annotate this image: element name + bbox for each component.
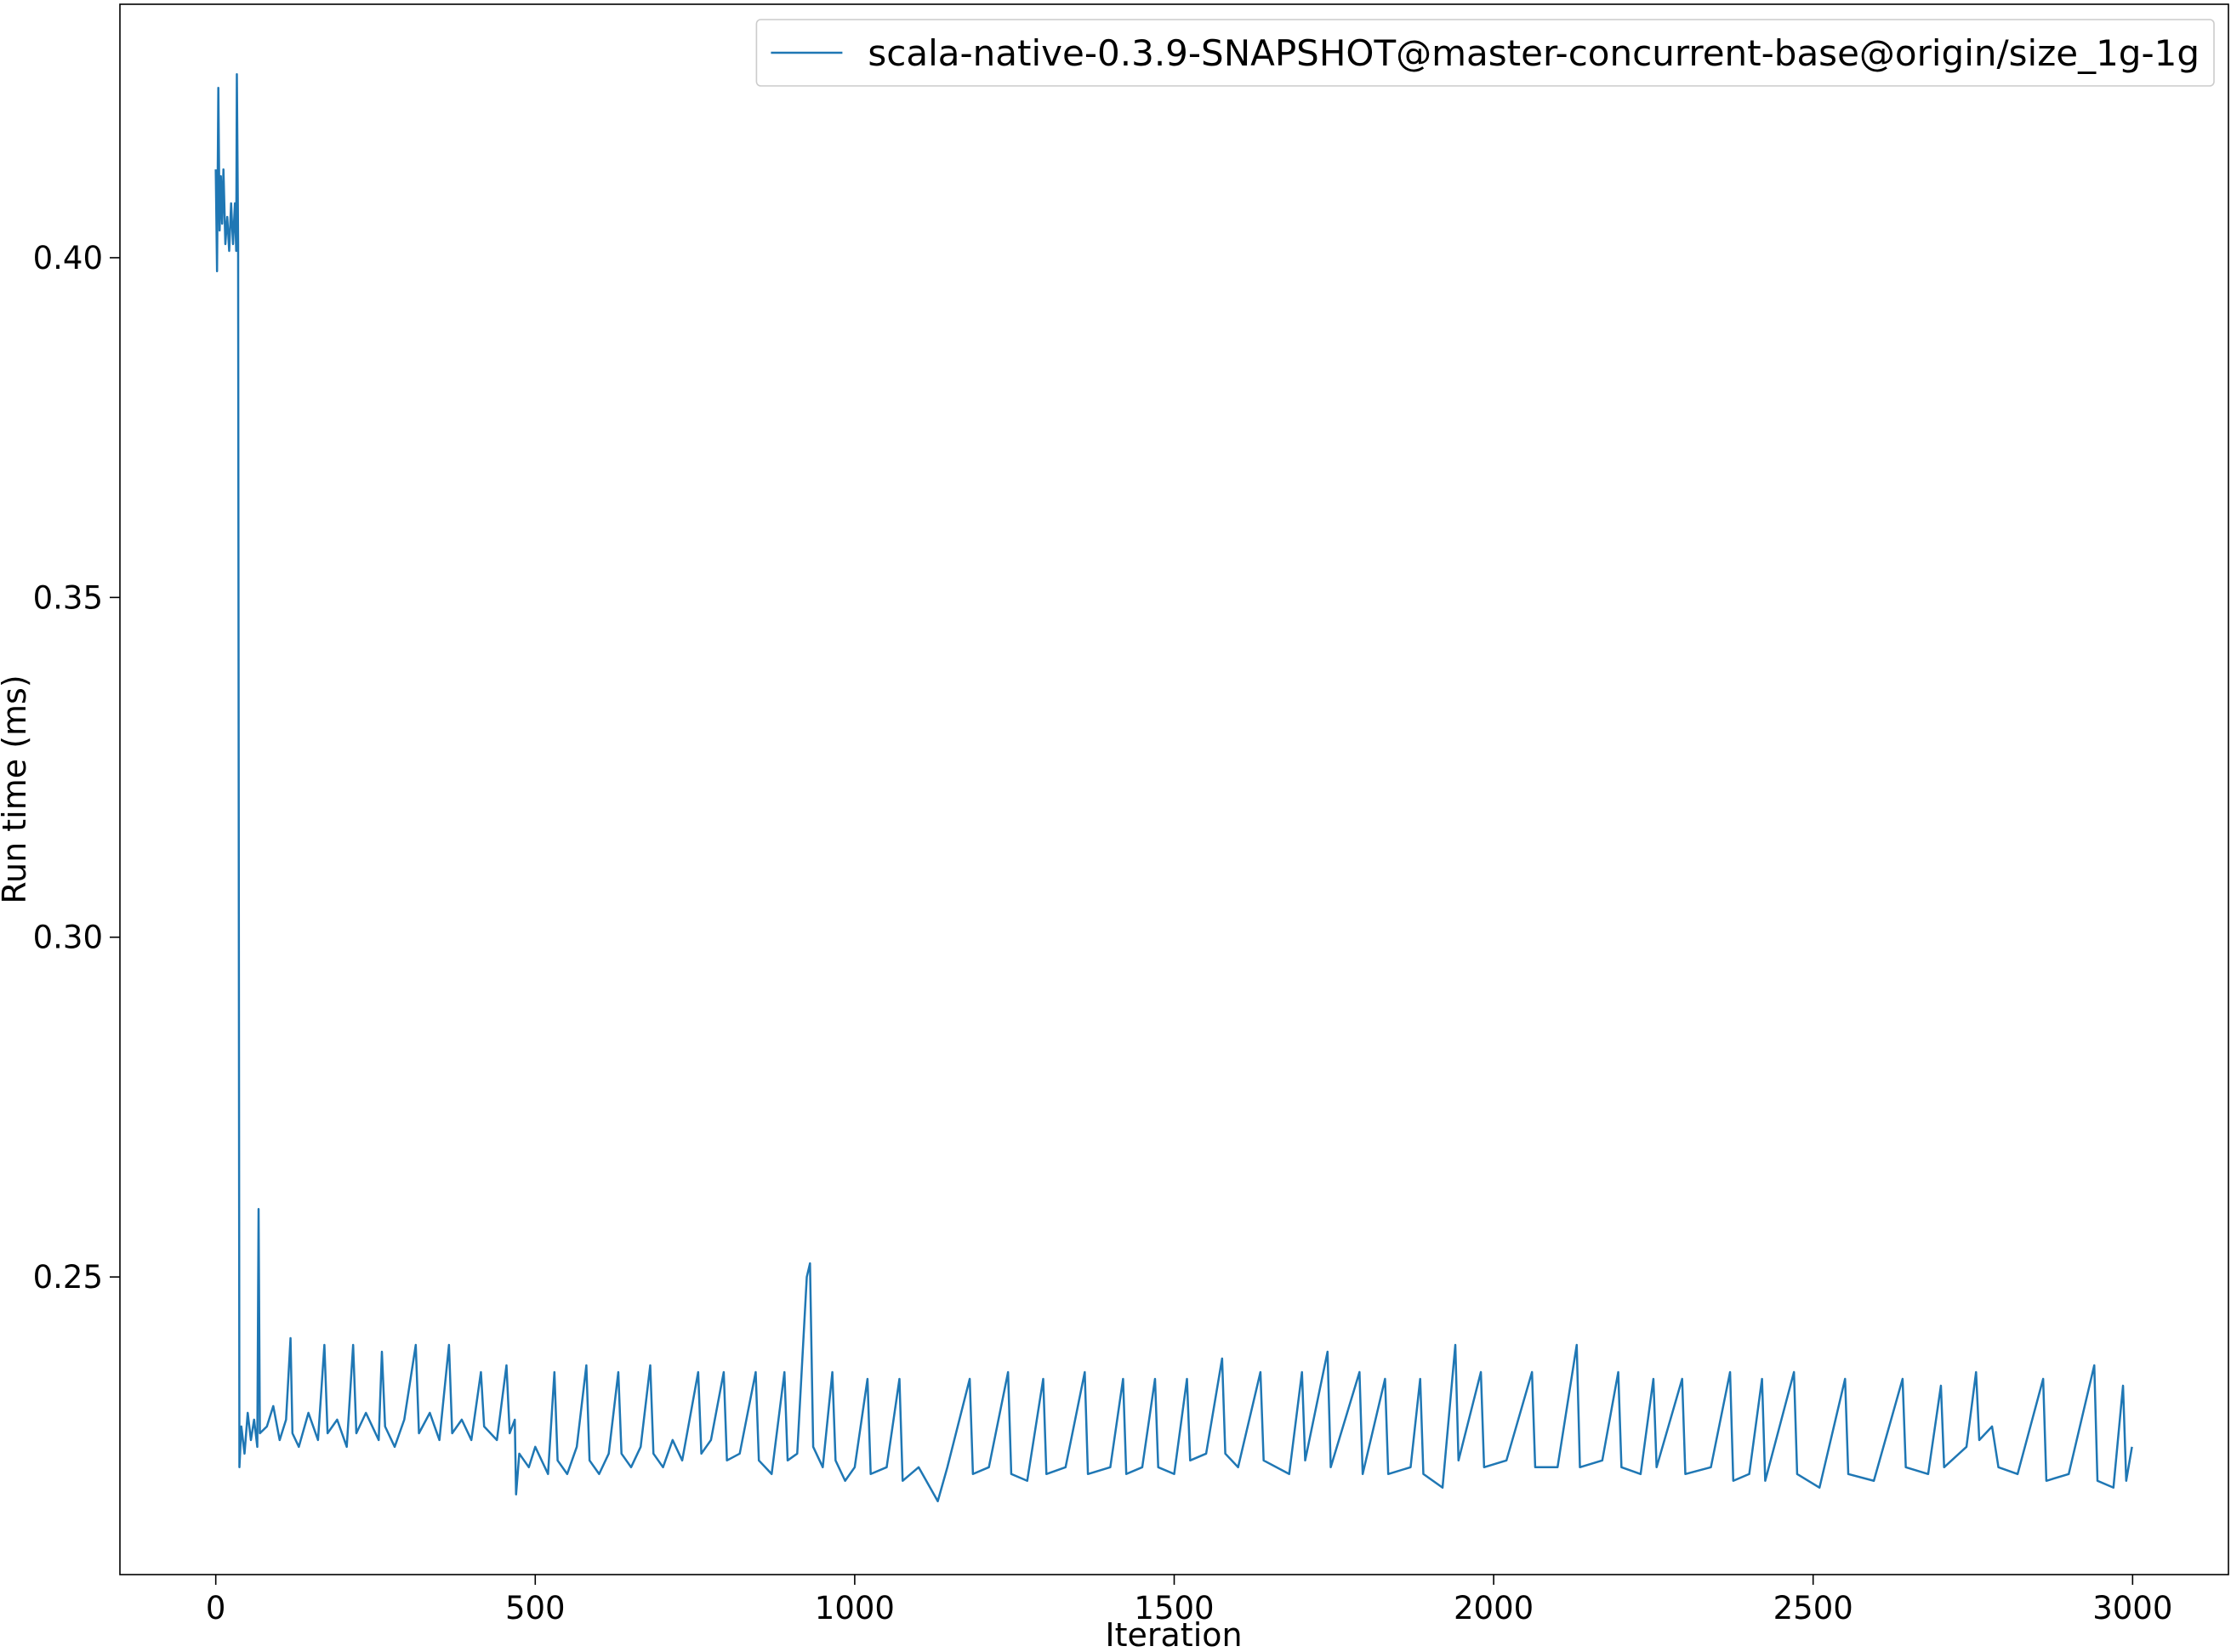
x-tick-label: 3000 (2092, 1590, 2172, 1626)
y-tick-label: 0.30 (33, 920, 103, 956)
x-tick-label: 0 (206, 1590, 226, 1626)
series-line (214, 73, 2133, 1502)
x-tick-label: 500 (505, 1590, 566, 1626)
x-tick-label: 1000 (815, 1590, 895, 1626)
legend: scala-native-0.3.9-SNAPSHOT@master-concu… (755, 19, 2215, 87)
legend-label: scala-native-0.3.9-SNAPSHOT@master-concu… (868, 32, 2200, 74)
y-tick-label: 0.35 (33, 579, 103, 616)
plot-frame (119, 3, 2229, 1575)
x-tick-label: 2000 (1454, 1590, 1534, 1626)
y-tick-label: 0.40 (33, 240, 103, 276)
x-tick-label: 1500 (1134, 1590, 1214, 1626)
x-axis-label: Iteration (1105, 1616, 1242, 1652)
y-tick-label: 0.25 (33, 1259, 103, 1296)
x-tick-label: 2500 (1773, 1590, 1853, 1626)
y-axis-label: Run time (ms) (0, 675, 33, 903)
legend-box (755, 19, 2215, 87)
